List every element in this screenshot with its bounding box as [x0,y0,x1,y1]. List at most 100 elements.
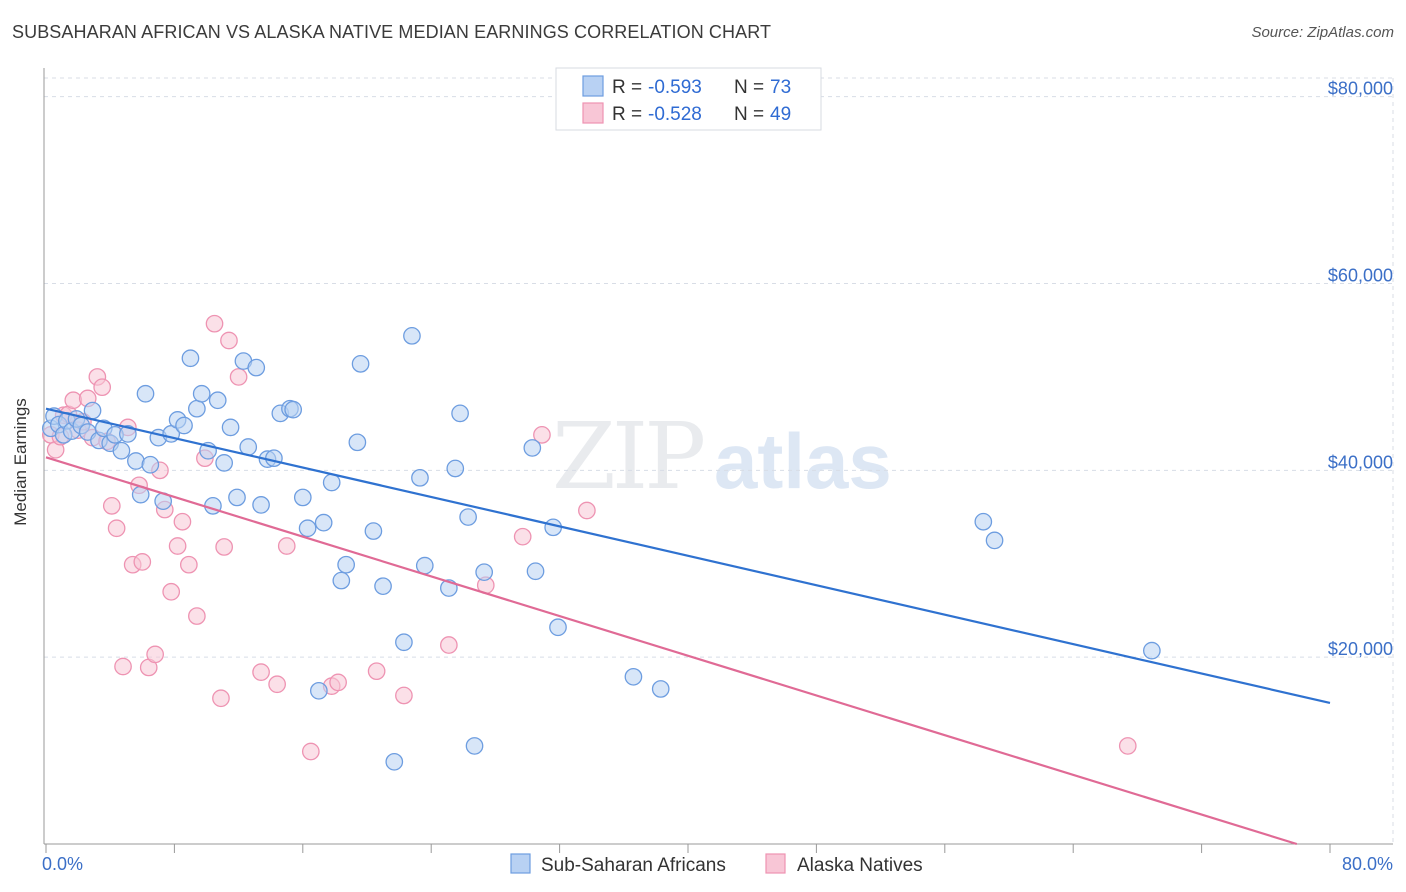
sub-saharan-point [985,531,1004,550]
alaska-natives-point [107,519,126,538]
sub-saharan-point [265,449,283,468]
y-tick-labels: $20,000 $40,000 $60,000 $80,000 [1328,79,1393,659]
alaska-natives-point [301,742,320,761]
alaska-natives-point [513,527,532,546]
sub-saharan-point [309,681,328,700]
alaska-natives-point [395,686,413,705]
alaska-natives-point [168,537,187,555]
sub-saharan-point [526,562,545,581]
alaska-natives-point [93,378,112,397]
sub-saharan-point [415,556,434,575]
y-tick-label: $20,000 [1328,639,1393,659]
sub-saharan-point [459,508,477,526]
source-credit: Source: ZipAtlas.com [1251,24,1394,41]
alaska-natives-point [102,496,121,515]
sub-saharan-point [374,577,392,596]
alaska-natives-trend-line [45,456,1298,846]
bottom-legend: Sub-Saharan Africans Alaska Natives [510,853,923,876]
sub-saharan-point [395,633,413,652]
alaska-natives-point [268,675,286,694]
sub-saharan-point [1142,641,1161,660]
sub-saharan-point [351,354,370,373]
sub-saharan-point [385,752,404,771]
sub-saharan-point [364,522,383,540]
sub-saharan-point [403,326,421,345]
top-legend: R = -0.593 N = 73 R = -0.528 N = 49 [555,67,822,131]
sub-saharan-point [247,358,266,377]
alaska-natives-point [146,645,164,664]
sub-saharan-point [175,416,193,435]
legend-n-label-1: N = [734,77,764,98]
alaska-natives-point [179,555,198,574]
alaska-natives-point [162,582,181,601]
sub-saharan-point [475,563,494,582]
alaska-natives-point [212,689,230,708]
bottom-legend-label-1: Sub-Saharan Africans [541,855,726,876]
trend-lines [45,407,1331,846]
x-tick-label-min: 0.0% [42,854,83,874]
sub-saharan-point [337,555,355,574]
legend-n-value-2: 49 [770,104,791,125]
y-tick-label: $60,000 [1328,266,1393,286]
sub-saharan-point [974,512,993,531]
sub-saharan-point [446,459,465,478]
alaska-natives-point [220,331,238,350]
sub-saharan-point [549,618,567,637]
alaska-natives-point [205,314,224,333]
svg-text:ZIP: ZIP [552,403,703,510]
chart-title: SUBSAHARAN AFRICAN VS ALASKA NATIVE MEDI… [12,22,772,42]
sub-saharan-point [523,439,542,457]
sub-saharan-point [188,399,206,418]
legend-swatch-pink [582,102,604,124]
alaska-natives-point [252,663,270,681]
legend-r-value-1: -0.593 [648,77,702,98]
sub-saharan-trend-line [45,407,1331,705]
y-tick-label: $40,000 [1328,452,1393,472]
legend-r-label-2: R = [612,104,642,125]
sub-saharan-point [112,441,131,460]
alaska-natives-point [578,501,596,520]
sub-saharan-point [298,519,317,538]
alaska-natives-point [367,662,386,681]
x-tick-label-max: 80.0% [1342,854,1393,874]
sub-saharan-point [332,571,351,590]
sub-saharan-point [83,401,102,420]
legend-r-label-1: R = [612,77,642,98]
sub-saharan-point [314,513,333,532]
sub-saharan-point [141,455,160,474]
sub-saharan-point [322,473,341,492]
alaska-natives-point [215,538,234,556]
alaska-natives-point [440,636,458,654]
sub-saharan-point [208,391,227,410]
legend-r-value-2: -0.528 [648,104,702,125]
alaska-natives-points [41,314,1137,761]
y-axis-title: Median Earnings [11,398,30,526]
sub-saharan-point [215,454,234,472]
sub-saharan-point [624,667,643,686]
sub-saharan-point [192,384,211,403]
watermark: ZIP atlas [552,403,892,510]
alaska-natives-point [229,368,248,386]
sub-saharan-point [411,468,429,487]
bottom-legend-swatch-pink [765,853,786,874]
sub-saharan-points [41,326,1161,771]
sub-saharan-point [465,737,484,755]
sub-saharan-point [228,488,246,507]
sub-saharan-point [284,400,303,419]
sub-saharan-point [136,384,155,403]
bottom-legend-swatch-blue [510,853,531,874]
alaska-natives-point [173,512,192,531]
sub-saharan-point [293,488,312,507]
svg-text:atlas: atlas [714,417,892,505]
sub-saharan-point [127,452,145,470]
sub-saharan-point [348,433,367,452]
alaska-natives-point [533,425,551,444]
y-tick-label: $80,000 [1328,79,1393,99]
sub-saharan-point [221,418,240,437]
alaska-natives-point [188,607,206,625]
alaska-natives-point [64,391,83,410]
legend-n-label-2: N = [734,104,764,125]
alaska-natives-point [329,673,347,692]
legend-swatch-blue [582,75,604,97]
